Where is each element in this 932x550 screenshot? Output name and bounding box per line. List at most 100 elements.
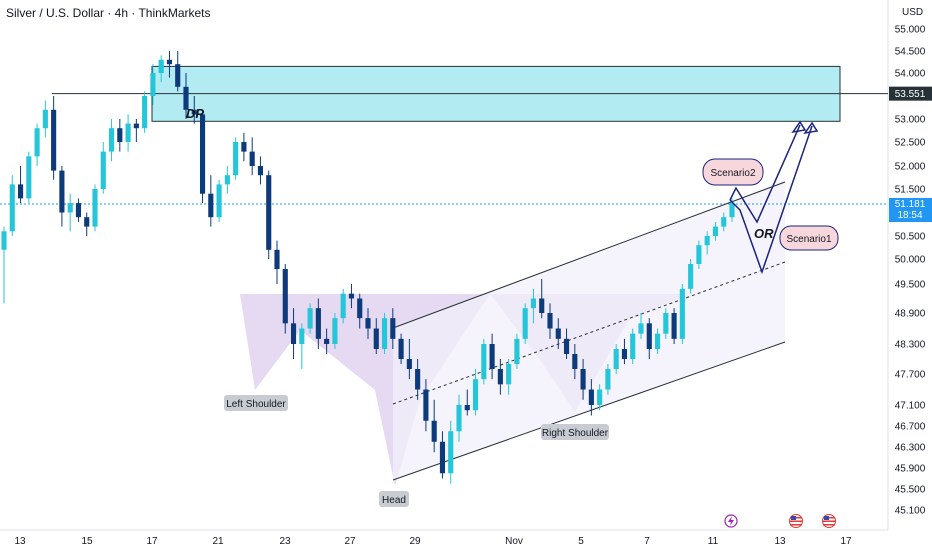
candle-body[interactable] [679, 288, 685, 339]
candle-body[interactable] [290, 323, 297, 344]
candle-body[interactable] [357, 298, 363, 319]
scenario2-bubble[interactable] [702, 158, 764, 186]
candle-body[interactable] [423, 389, 429, 421]
us-flag-icon[interactable] [789, 514, 803, 528]
candle-body[interactable] [75, 203, 82, 218]
candle-body[interactable] [117, 128, 123, 142]
candle-body[interactable] [580, 369, 586, 390]
candle-body[interactable] [712, 226, 719, 236]
candle-body[interactable] [307, 308, 313, 329]
candle-body[interactable] [621, 349, 628, 359]
candle-body[interactable] [282, 269, 288, 324]
candle-body[interactable] [406, 359, 412, 369]
candle-body[interactable] [324, 338, 330, 344]
us-flag-icon[interactable] [822, 514, 836, 528]
time-axis[interactable]: 13 15 17 21 23 27 29 Nov 5 7 11 13 17 [14, 536, 852, 547]
candle-body[interactable] [456, 405, 462, 432]
channel-lower-line[interactable] [392, 341, 786, 481]
candle-body[interactable] [729, 203, 735, 218]
candle-body[interactable] [142, 96, 148, 129]
candle-body[interactable] [100, 151, 106, 189]
scenario1-path[interactable] [729, 125, 813, 275]
candle-body[interactable] [1, 231, 7, 250]
candle-body[interactable] [299, 328, 305, 345]
candle-body[interactable] [415, 369, 421, 390]
candle-body[interactable] [158, 59, 164, 73]
candle-body[interactable] [315, 308, 321, 339]
candle-body[interactable] [704, 236, 710, 246]
candle-body[interactable] [522, 308, 528, 339]
candle-body[interactable] [92, 189, 98, 227]
candle-body[interactable] [439, 441, 446, 474]
candle-body[interactable] [67, 203, 73, 213]
scenario2-path[interactable] [729, 124, 801, 224]
candle-body[interactable] [613, 349, 619, 369]
candle-body[interactable] [332, 318, 338, 344]
flash-icon[interactable] [724, 514, 738, 528]
candle-body[interactable] [365, 318, 371, 329]
candle-body[interactable] [472, 379, 479, 411]
candle-body[interactable] [489, 344, 495, 369]
candle-body[interactable] [539, 298, 545, 314]
candle-body[interactable] [208, 193, 214, 218]
candle-body[interactable] [563, 338, 570, 354]
channel-upper-line[interactable] [392, 181, 786, 329]
candle-body[interactable] [133, 123, 139, 129]
candle-body[interactable] [348, 293, 355, 299]
candle-body[interactable] [572, 354, 578, 369]
candle-body[interactable] [274, 249, 280, 269]
candle-body[interactable] [199, 114, 206, 194]
candle-body[interactable] [448, 431, 454, 474]
candle-body[interactable] [59, 170, 65, 213]
candle-body[interactable] [605, 369, 611, 390]
candle-body[interactable] [224, 175, 230, 185]
candle-body[interactable] [9, 184, 15, 232]
candle-body[interactable] [654, 333, 661, 349]
candle-body[interactable] [34, 128, 40, 157]
candle-body[interactable] [597, 389, 603, 406]
candle-body[interactable] [125, 123, 131, 142]
candle-body[interactable] [108, 128, 115, 152]
candle-body[interactable] [166, 59, 173, 65]
candle-body[interactable] [84, 217, 90, 227]
candle-body[interactable] [191, 109, 197, 115]
candle-body[interactable] [530, 298, 537, 309]
candle-body[interactable] [257, 166, 264, 176]
candle-body[interactable] [183, 86, 189, 110]
candle-body[interactable] [266, 175, 272, 250]
candle-body[interactable] [547, 313, 553, 329]
candle-body[interactable] [216, 184, 222, 218]
candle-body[interactable] [51, 109, 57, 171]
candle-body[interactable] [398, 338, 404, 359]
candle-body[interactable] [696, 245, 702, 264]
candle-body[interactable] [431, 420, 437, 442]
candle-body[interactable] [555, 328, 561, 339]
candle-body[interactable] [481, 344, 487, 380]
candle-body[interactable] [588, 389, 594, 406]
candle-body[interactable] [464, 405, 470, 411]
candle-body[interactable] [26, 156, 32, 199]
candle-body[interactable] [249, 151, 255, 166]
candle-body[interactable] [630, 333, 636, 359]
candle-body[interactable] [671, 313, 677, 339]
scenario1-bubble[interactable] [779, 225, 839, 251]
candle-body[interactable] [721, 217, 727, 227]
candle-body[interactable] [638, 323, 644, 334]
candle-body[interactable] [646, 323, 652, 349]
candle-body[interactable] [506, 364, 512, 385]
candle-body[interactable] [340, 293, 346, 319]
candle-body[interactable] [233, 142, 239, 176]
candle-body[interactable] [381, 318, 388, 349]
candle-body[interactable] [373, 328, 379, 350]
candle-body[interactable] [390, 318, 396, 339]
candle-body[interactable] [514, 338, 520, 364]
candle-body[interactable] [175, 64, 181, 87]
candle-body[interactable] [150, 73, 156, 96]
candle-body[interactable] [241, 142, 247, 152]
candle-body[interactable] [663, 313, 669, 334]
candle-body[interactable] [688, 264, 694, 289]
candle-body[interactable] [17, 184, 24, 199]
candle-body[interactable] [42, 109, 48, 129]
candle-body[interactable] [497, 369, 503, 385]
